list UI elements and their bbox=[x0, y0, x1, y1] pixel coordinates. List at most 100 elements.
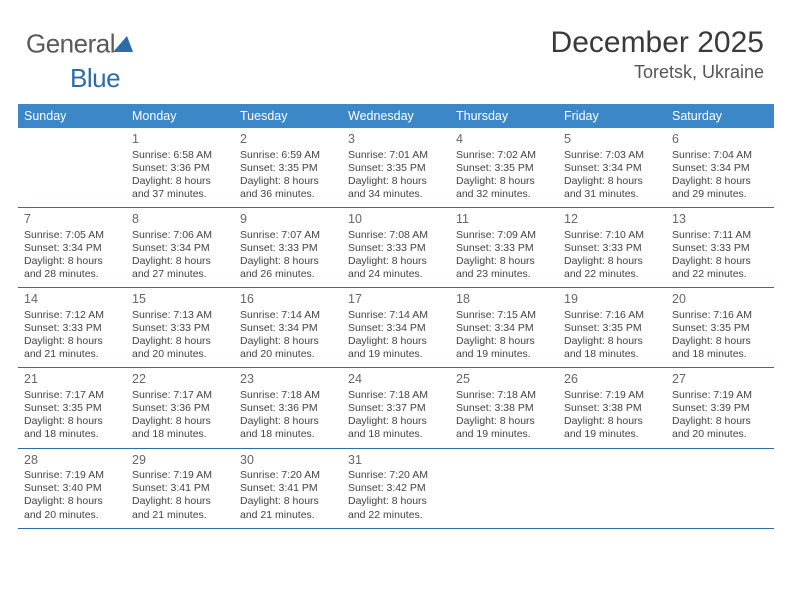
daylight-text: and 34 minutes. bbox=[348, 188, 444, 201]
daylight-text: and 32 minutes. bbox=[456, 188, 552, 201]
daylight-text: Daylight: 8 hours bbox=[456, 415, 552, 428]
daylight-text: Daylight: 8 hours bbox=[456, 175, 552, 188]
daylight-text: and 22 minutes. bbox=[672, 268, 768, 281]
day-header: Wednesday bbox=[342, 104, 450, 128]
daylight-text: and 19 minutes. bbox=[564, 428, 660, 441]
calendar-cell: 11Sunrise: 7:09 AMSunset: 3:33 PMDayligh… bbox=[450, 208, 558, 287]
sunrise-text: Sunrise: 7:16 AM bbox=[564, 309, 660, 322]
calendar-cell: 18Sunrise: 7:15 AMSunset: 3:34 PMDayligh… bbox=[450, 288, 558, 367]
daylight-text: and 28 minutes. bbox=[24, 268, 120, 281]
daylight-text: Daylight: 8 hours bbox=[240, 415, 336, 428]
daylight-text: Daylight: 8 hours bbox=[672, 175, 768, 188]
day-header: Thursday bbox=[450, 104, 558, 128]
sunset-text: Sunset: 3:35 PM bbox=[456, 162, 552, 175]
sunrise-text: Sunrise: 7:18 AM bbox=[348, 389, 444, 402]
daylight-text: and 29 minutes. bbox=[672, 188, 768, 201]
day-number: 1 bbox=[132, 132, 228, 148]
daylight-text: Daylight: 8 hours bbox=[240, 495, 336, 508]
sunset-text: Sunset: 3:34 PM bbox=[456, 322, 552, 335]
week-row: 14Sunrise: 7:12 AMSunset: 3:33 PMDayligh… bbox=[18, 288, 774, 368]
daylight-text: and 22 minutes. bbox=[564, 268, 660, 281]
day-number: 3 bbox=[348, 132, 444, 148]
day-header: Saturday bbox=[666, 104, 774, 128]
sunrise-text: Sunrise: 7:15 AM bbox=[456, 309, 552, 322]
daylight-text: and 18 minutes. bbox=[240, 428, 336, 441]
daylight-text: Daylight: 8 hours bbox=[240, 335, 336, 348]
daylight-text: and 18 minutes. bbox=[348, 428, 444, 441]
sunset-text: Sunset: 3:33 PM bbox=[672, 242, 768, 255]
sunrise-text: Sunrise: 7:17 AM bbox=[24, 389, 120, 402]
logo-text-2: Blue bbox=[70, 63, 120, 93]
day-number: 17 bbox=[348, 292, 444, 308]
day-header: Friday bbox=[558, 104, 666, 128]
calendar-cell bbox=[18, 128, 126, 207]
sunset-text: Sunset: 3:40 PM bbox=[24, 482, 120, 495]
daylight-text: Daylight: 8 hours bbox=[456, 335, 552, 348]
day-number: 20 bbox=[672, 292, 768, 308]
sunset-text: Sunset: 3:35 PM bbox=[24, 402, 120, 415]
daylight-text: and 18 minutes. bbox=[672, 348, 768, 361]
calendar-cell: 3Sunrise: 7:01 AMSunset: 3:35 PMDaylight… bbox=[342, 128, 450, 207]
sunset-text: Sunset: 3:36 PM bbox=[240, 402, 336, 415]
week-row: 21Sunrise: 7:17 AMSunset: 3:35 PMDayligh… bbox=[18, 368, 774, 448]
day-number: 30 bbox=[240, 453, 336, 469]
daylight-text: Daylight: 8 hours bbox=[672, 255, 768, 268]
sunrise-text: Sunrise: 7:18 AM bbox=[240, 389, 336, 402]
daylight-text: and 21 minutes. bbox=[240, 509, 336, 522]
sunrise-text: Sunrise: 7:10 AM bbox=[564, 229, 660, 242]
day-number: 21 bbox=[24, 372, 120, 388]
sunset-text: Sunset: 3:36 PM bbox=[132, 162, 228, 175]
sunset-text: Sunset: 3:42 PM bbox=[348, 482, 444, 495]
sunset-text: Sunset: 3:41 PM bbox=[240, 482, 336, 495]
daylight-text: and 20 minutes. bbox=[132, 348, 228, 361]
daylight-text: and 36 minutes. bbox=[240, 188, 336, 201]
daylight-text: Daylight: 8 hours bbox=[348, 175, 444, 188]
week-row: 1Sunrise: 6:58 AMSunset: 3:36 PM Daylight… bbox=[18, 128, 774, 208]
calendar-cell: 8Sunrise: 7:06 AMSunset: 3:34 PMDaylight… bbox=[126, 208, 234, 287]
daylight-text: and 24 minutes. bbox=[348, 268, 444, 281]
calendar-cell: 29Sunrise: 7:19 AMSunset: 3:41 PMDayligh… bbox=[126, 449, 234, 528]
day-number: 27 bbox=[672, 372, 768, 388]
daylight-text: Daylight: 8 hours bbox=[672, 415, 768, 428]
calendar-cell: 7Sunrise: 7:05 AMSunset: 3:34 PMDaylight… bbox=[18, 208, 126, 287]
logo: General Blue bbox=[26, 28, 133, 94]
daylight-text: and 37 minutes. bbox=[132, 188, 228, 201]
daylight-text: Daylight: 8 hours bbox=[24, 495, 120, 508]
calendar-cell: 17Sunrise: 7:14 AMSunset: 3:34 PMDayligh… bbox=[342, 288, 450, 367]
day-number: 14 bbox=[24, 292, 120, 308]
daylight-text: Daylight: 8 hours bbox=[564, 175, 660, 188]
sunrise-text: Sunrise: 7:04 AM bbox=[672, 149, 768, 162]
sunrise-text: Sunrise: 7:13 AM bbox=[132, 309, 228, 322]
daylight-text: Daylight: 8 hours bbox=[348, 415, 444, 428]
sunrise-text: Sunrise: 6:58 AM bbox=[132, 149, 228, 162]
daylight-text: Daylight: 8 hours bbox=[348, 335, 444, 348]
sunset-text: Sunset: 3:36 PM bbox=[132, 402, 228, 415]
daylight-text: and 21 minutes. bbox=[24, 348, 120, 361]
daylight-text: Daylight: 8 hours bbox=[564, 415, 660, 428]
day-number: 22 bbox=[132, 372, 228, 388]
calendar-cell: 20Sunrise: 7:16 AMSunset: 3:35 PMDayligh… bbox=[666, 288, 774, 367]
daylight-text: and 23 minutes. bbox=[456, 268, 552, 281]
sunrise-text: Sunrise: 7:07 AM bbox=[240, 229, 336, 242]
day-number: 19 bbox=[564, 292, 660, 308]
daylight-text: Daylight: 8 hours bbox=[672, 335, 768, 348]
sunrise-text: Sunrise: 7:14 AM bbox=[348, 309, 444, 322]
calendar-cell: 25Sunrise: 7:18 AMSunset: 3:38 PMDayligh… bbox=[450, 368, 558, 447]
day-number: 15 bbox=[132, 292, 228, 308]
logo-text-1: General bbox=[26, 28, 115, 58]
sunrise-text: Sunrise: 6:59 AM bbox=[240, 149, 336, 162]
day-number: 16 bbox=[240, 292, 336, 308]
calendar-cell: 28Sunrise: 7:19 AMSunset: 3:40 PMDayligh… bbox=[18, 449, 126, 528]
daylight-text: Daylight: 8 hours bbox=[24, 415, 120, 428]
daylight-text: and 18 minutes. bbox=[564, 348, 660, 361]
day-number: 24 bbox=[348, 372, 444, 388]
day-header: Monday bbox=[126, 104, 234, 128]
calendar: Sunday Monday Tuesday Wednesday Thursday… bbox=[18, 104, 774, 529]
calendar-cell bbox=[666, 449, 774, 528]
daylight-text: and 20 minutes. bbox=[240, 348, 336, 361]
day-number: 10 bbox=[348, 212, 444, 228]
calendar-cell: 19Sunrise: 7:16 AMSunset: 3:35 PMDayligh… bbox=[558, 288, 666, 367]
calendar-cell: 2Sunrise: 6:59 AMSunset: 3:35 PMDaylight… bbox=[234, 128, 342, 207]
daylight-text: and 20 minutes. bbox=[672, 428, 768, 441]
sunrise-text: Sunrise: 7:03 AM bbox=[564, 149, 660, 162]
